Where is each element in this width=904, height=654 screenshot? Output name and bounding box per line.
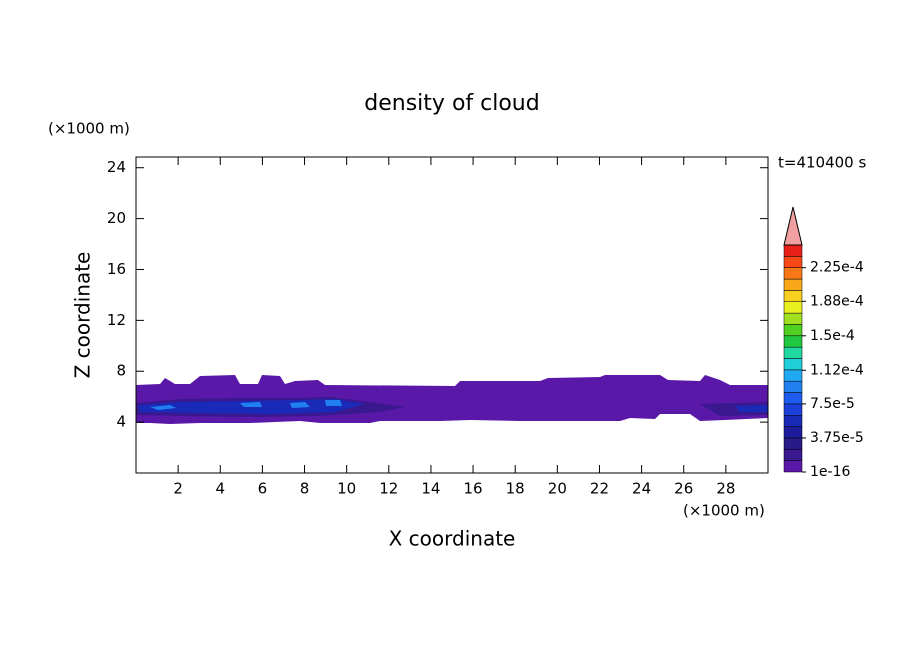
colorbar-extend: [783, 206, 803, 246]
time-annotation: t=410400 s: [778, 154, 866, 172]
x-tick-label: 20: [548, 480, 567, 498]
x-tick-label: 12: [379, 480, 398, 498]
x-tick-label: 8: [300, 480, 310, 498]
colorbar-label: 1.5e-4: [810, 328, 855, 344]
colorbar-swatch: [783, 437, 803, 450]
y-tick-label: 16: [107, 260, 126, 278]
x-tick-label: 10: [337, 480, 356, 498]
x-tick-label: 4: [215, 480, 225, 498]
colorbar-swatch: [783, 301, 803, 314]
y-unit: (×1000 m): [48, 120, 130, 138]
colorbar-swatch: [783, 358, 803, 371]
colorbar-swatch: [783, 278, 803, 291]
colorbar-swatch: [783, 335, 803, 348]
colorbar-swatch: [783, 380, 803, 393]
colorbar-label: 1.12e-4: [810, 362, 864, 378]
colorbar-label: 2.25e-4: [810, 260, 864, 276]
x-axis-label: X coordinate: [389, 527, 516, 551]
y-axis-label: Z coordinate: [71, 252, 95, 379]
plot-frame: [135, 156, 769, 474]
colorbar-label: 3.75e-5: [810, 430, 864, 446]
colorbar-swatch: [783, 267, 803, 280]
x-tick-label: 6: [258, 480, 268, 498]
x-tick-label: 28: [716, 480, 735, 498]
y-tick-label: 12: [107, 311, 126, 329]
x-tick-label: 14: [421, 480, 440, 498]
colorbar-swatch: [783, 312, 803, 325]
x-tick-label: 18: [506, 480, 525, 498]
colorbar-swatch: [783, 426, 803, 439]
x-tick-label: 22: [590, 480, 609, 498]
x-unit: (×1000 m): [683, 502, 765, 520]
colorbar-swatch: [783, 415, 803, 427]
colorbar-label: 1.88e-4: [810, 293, 864, 309]
y-tick-label: 8: [116, 362, 126, 380]
chart-title: density of cloud: [364, 91, 539, 116]
colorbar-swatch: [783, 346, 803, 359]
y-tick-label: 24: [107, 158, 126, 176]
colorbar-label: 7.5e-5: [810, 396, 855, 412]
y-tick-label: 20: [107, 209, 126, 227]
x-tick-label: 26: [674, 480, 693, 498]
x-tick-label: 24: [632, 480, 651, 498]
colorbar-swatch: [783, 460, 803, 473]
colorbar-swatch: [783, 244, 803, 257]
colorbar-swatch: [783, 256, 803, 268]
colorbar-swatch: [783, 392, 803, 405]
colorbar-swatch: [783, 403, 803, 416]
x-tick-label: 2: [173, 480, 183, 498]
colorbar-swatch: [783, 290, 803, 302]
contour-field: [136, 375, 768, 424]
colorbar-label: 1e-16: [810, 464, 850, 480]
colorbar-swatch: [783, 449, 803, 461]
x-tick-label: 16: [464, 480, 483, 498]
colorbar-swatch: [783, 369, 803, 382]
colorbar-swatch: [783, 324, 803, 337]
y-tick-label: 4: [116, 413, 126, 431]
contour-fill: [150, 400, 342, 410]
